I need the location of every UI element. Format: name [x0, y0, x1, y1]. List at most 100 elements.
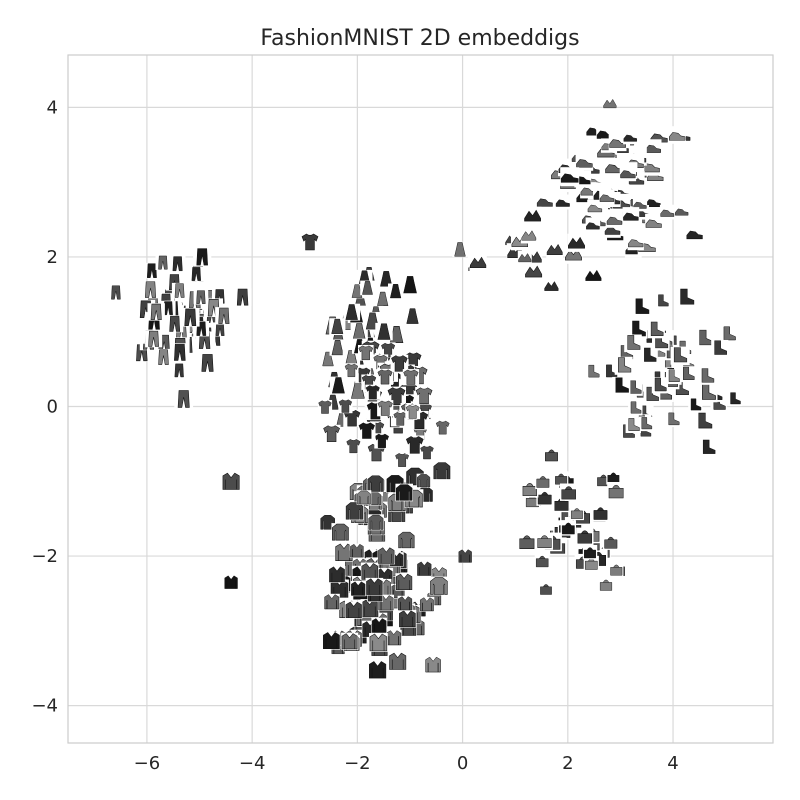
x-tick-label: −6 [134, 753, 161, 774]
x-tick-label: −2 [344, 753, 371, 774]
thumbnail-point [546, 241, 564, 259]
thumbnail-point [375, 322, 393, 341]
thumbnail-point [395, 573, 413, 591]
thumbnail-point [374, 433, 390, 449]
thumbnail-point [695, 412, 714, 431]
thumbnail-point [385, 629, 402, 646]
thumbnail-point [166, 315, 184, 333]
thumbnail-point [358, 345, 374, 361]
y-tick-label: −4 [31, 696, 58, 717]
thumbnail-point [619, 164, 637, 182]
thumbnail-point [416, 473, 431, 488]
thumbnail-point [606, 470, 621, 485]
thumbnail-point [609, 562, 624, 577]
thumbnail-point [394, 452, 410, 468]
thumbnail-point [641, 347, 658, 364]
thumbnail-point [424, 656, 442, 673]
thumbnail-point [685, 224, 704, 243]
thumbnail-point [567, 233, 586, 252]
x-tick-label: −4 [239, 753, 266, 774]
thumbnail-point [155, 255, 171, 270]
thumbnail-point [523, 206, 542, 225]
thumbnail-point [416, 561, 432, 577]
thumbnail-point [377, 368, 393, 385]
thumbnail-point [711, 339, 729, 358]
thumbnail-point [569, 505, 584, 521]
thumbnail-point [607, 482, 625, 500]
thumbnail-point [560, 520, 576, 536]
thumbnail-point [404, 307, 421, 325]
thumbnail-point [603, 534, 619, 550]
thumbnail-point [360, 562, 379, 581]
thumbnail-point [458, 548, 473, 564]
thumbnail-point [543, 278, 559, 294]
x-tick-label: 2 [562, 753, 573, 774]
thumbnail-point [469, 253, 487, 272]
thumbnail-point [680, 366, 696, 383]
thumbnail-point [608, 133, 627, 152]
thumbnail-point [536, 489, 553, 506]
thumbnail-point [560, 483, 578, 501]
thumbnail-point [198, 353, 217, 373]
thumbnail-point [393, 411, 408, 427]
thumbnail-point [405, 404, 421, 420]
thumbnail-point [344, 363, 359, 378]
thumbnail-point [169, 255, 186, 272]
thumbnail-point [348, 380, 368, 400]
thumbnail-point [400, 275, 420, 294]
thumbnail-point [342, 349, 361, 367]
thumbnail-point [390, 354, 409, 373]
thumbnail-point [369, 633, 388, 652]
thumbnail-point [539, 581, 553, 596]
thumbnail-point [322, 424, 341, 443]
thumbnail-point [517, 250, 532, 265]
y-tick-label: −2 [31, 546, 58, 567]
thumbnail-point [602, 96, 617, 111]
thumbnail-point [670, 346, 689, 365]
chart-title: FashionMNIST 2D embeddigs [260, 26, 579, 51]
thumbnail-point [398, 609, 417, 628]
thumbnail-point [415, 386, 433, 405]
thumbnail-point [171, 282, 188, 299]
thumbnail-point [627, 380, 643, 396]
thumbnail-point [659, 204, 675, 220]
thumbnail-point [592, 504, 609, 522]
thumbnail-point [213, 322, 227, 337]
thumbnail-point [627, 233, 644, 251]
thumbnail-point [584, 266, 602, 285]
thumbnail-point [350, 581, 366, 597]
thumbnail-point [329, 318, 346, 335]
thumbnail-point [395, 483, 413, 502]
thumbnail-point [599, 189, 615, 205]
thumbnail-point [585, 364, 601, 380]
x-tick-label: 4 [667, 753, 678, 774]
thumbnail-point [582, 545, 598, 560]
thumbnail-point [301, 233, 319, 251]
thumbnail-point [334, 543, 354, 562]
thumbnail-point [606, 211, 623, 228]
thumbnail-point [576, 527, 594, 545]
thumbnail-point [371, 617, 387, 634]
thumbnail-point [375, 291, 391, 307]
thumbnail-point [623, 129, 638, 145]
thumbnail-point [360, 280, 375, 296]
thumbnail-point [331, 523, 350, 542]
thumbnail-point [419, 596, 435, 612]
thumbnail-point [638, 416, 654, 432]
thumbnail-point [647, 321, 665, 339]
thumbnail-point [666, 369, 681, 384]
thumbnail-point [535, 473, 551, 489]
thumbnail-point [604, 158, 624, 177]
thumbnail-point [377, 546, 395, 565]
thumbnail-point [193, 247, 212, 266]
thumbnail-point [699, 439, 717, 457]
thumbnail-point [145, 330, 163, 348]
thumbnail-point [360, 599, 379, 618]
thumbnail-point [380, 342, 396, 358]
thumbnail-point [432, 461, 451, 480]
thumbnail-point [405, 435, 425, 455]
thumbnail-point [345, 501, 364, 521]
thumbnail-point [598, 577, 614, 592]
thumbnail-point [365, 384, 381, 400]
thumbnail-point [402, 369, 419, 386]
